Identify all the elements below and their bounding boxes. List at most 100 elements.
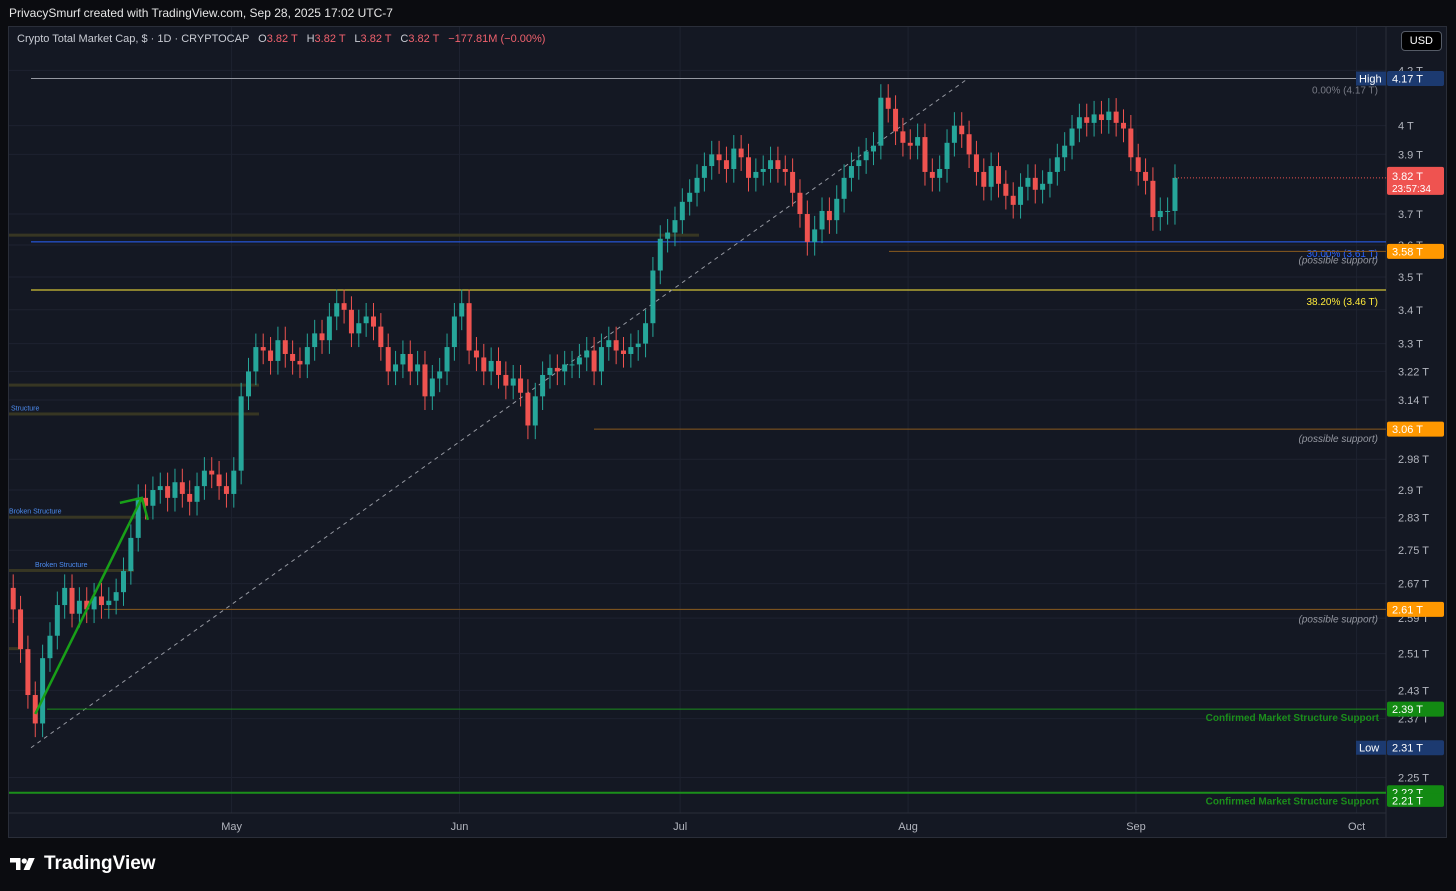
candle-body [937,168,943,178]
candle-body [1054,157,1060,172]
candle-body [444,347,450,372]
candle-body [297,360,303,365]
confirmed-support-label: Confirmed Market Structure Support [1206,713,1380,724]
support-note: (possible support) [1299,434,1378,445]
candle-body [819,210,825,230]
candle-body [40,658,46,724]
candle-body [76,600,82,614]
candle-body [150,490,156,506]
high-value: 3.82 T [314,33,346,45]
candle-body [922,137,928,172]
candle-body [1135,157,1141,172]
countdown-text: 23:57:34 [1392,184,1431,195]
candle-body [437,371,443,379]
price-axis-label: 2.98 T [1398,454,1429,466]
candle-body [760,168,766,172]
candle-body [525,392,531,426]
structure-zone [9,515,139,519]
brand-name: TradingView [44,853,156,874]
structure-label: Broken Structure [35,562,88,569]
price-axis-label: 4 T [1398,121,1414,133]
last-price-text: 3.82 T [1392,171,1423,183]
candle-body [481,357,487,372]
candle-body [400,353,406,365]
candle-body [613,340,619,351]
candle-body [885,97,891,109]
attribution-bar: PrivacySmurf created with TradingView.co… [0,0,1456,26]
candle-body [672,220,678,233]
candle-body [628,347,634,354]
candle-body [746,157,751,178]
candle-body [598,347,604,372]
candle-body [665,232,671,239]
support-badge-text: 3.58 T [1392,246,1423,258]
candle-body [1032,177,1038,190]
candle-body [988,166,994,187]
candle-body [371,316,376,327]
candle-body [1098,114,1104,121]
green-arrow-head [119,496,150,521]
candle-body [768,160,774,169]
candle-body [246,371,251,397]
tradingview-logo[interactable]: TradingView [10,853,156,875]
candle-body [135,497,141,538]
candle-body [304,347,310,365]
green-arrow [34,497,144,715]
low-badge-text: 2.31 T [1392,743,1423,755]
candle-body [473,350,479,358]
candle-body [348,309,354,334]
lower-badge-text: 2.21 T [1392,795,1423,807]
candle-body [709,154,715,167]
structure-zone [9,568,134,572]
structure-zone [9,233,699,237]
candle-body [231,470,237,494]
candle-body [812,229,818,242]
price-axis-label: 3.14 T [1398,395,1429,407]
candle-body [981,171,987,187]
candle-body [657,238,663,271]
currency-button[interactable]: USD [1400,31,1442,51]
candle-body [47,635,53,659]
candle-body [1113,111,1119,123]
candle-body [841,177,847,199]
structure-label: Broken Structure [9,509,62,516]
price-chart[interactable]: 4.2 T4 T3.9 T3.7 T3.6 T3.5 T3.4 T3.3 T3.… [9,27,1446,837]
candle-body [1010,195,1016,205]
chart-panel[interactable]: 4.2 T4 T3.9 T3.7 T3.6 T3.5 T3.4 T3.3 T3.… [8,26,1447,838]
candle-body [69,587,75,614]
candle-body [826,210,832,221]
support-badge [1387,601,1444,617]
candle-body [1165,210,1171,212]
candle-body [312,333,318,348]
candle-body [782,168,788,172]
candle-body [157,486,163,491]
candle-body [356,323,362,334]
candle-body [451,316,457,348]
candle-body [790,171,796,193]
candle-body [18,609,24,650]
candle-body [694,177,700,193]
candle-body [900,131,906,143]
candle-body [996,166,1001,184]
close-value: 3.82 T [408,33,440,45]
confirmed-badge-text: 2.39 T [1392,704,1423,716]
structure-zone [9,647,21,651]
support-note: (possible support) [1299,614,1378,625]
candle-body [540,374,546,397]
candle-body [393,364,399,372]
candle-body [128,537,134,571]
candle-body [1091,114,1097,123]
candle-body [98,596,104,606]
price-axis-label: 2.51 T [1398,649,1429,661]
candle-body [775,160,781,169]
candle-body [216,474,222,487]
candle-body [929,171,935,178]
candle-body [738,148,744,158]
candle-body [496,360,501,375]
candle-body [238,396,244,471]
candle-body [143,497,149,506]
time-axis-label: Jun [451,821,469,833]
time-axis-label: Oct [1348,821,1365,833]
time-axis-label: May [221,821,242,833]
support-badge [1387,243,1444,259]
